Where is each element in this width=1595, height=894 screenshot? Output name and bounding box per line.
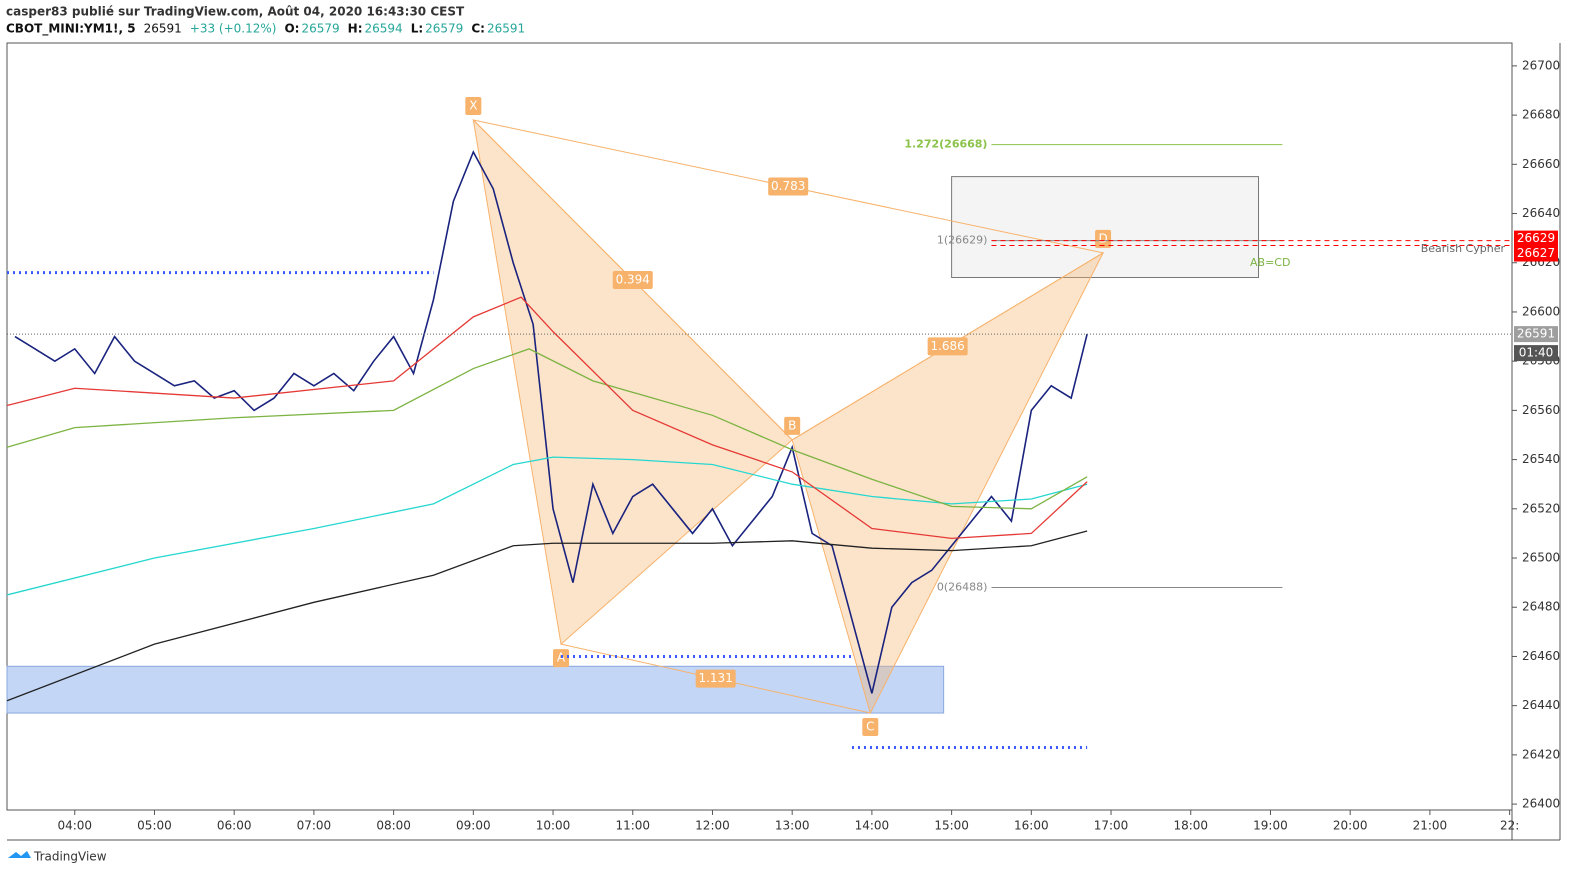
pivot-box <box>465 97 482 116</box>
y-tick-label: 26460 <box>1522 649 1560 663</box>
pivot-box <box>1095 229 1112 248</box>
x-tick-label: 04:00 <box>57 819 92 833</box>
x-tick-label: 12:00 <box>695 819 730 833</box>
x-tick-label: 20:00 <box>1333 819 1368 833</box>
y-tick-label: 26520 <box>1522 501 1560 515</box>
moving-average <box>6 456 1088 596</box>
header-l: 26579 <box>425 22 463 36</box>
pivot-label: X <box>469 99 477 113</box>
y-tick-label: 26440 <box>1522 698 1560 712</box>
x-tick-label: 10:00 <box>536 819 571 833</box>
pivot-label: C <box>866 720 874 734</box>
y-tick-label: 26640 <box>1522 206 1560 220</box>
y-tick-label: 26420 <box>1522 747 1560 761</box>
pattern-fill <box>791 251 1105 715</box>
publisher: casper83 publié sur TradingView.com, Aoû… <box>6 5 465 19</box>
x-tick-label: 08:00 <box>376 819 411 833</box>
pattern-fill <box>472 118 793 646</box>
price-line <box>14 150 1088 694</box>
header-c-label: C: <box>471 22 485 36</box>
ratio-label: 1.686 <box>930 339 964 353</box>
y-tick-label: 26480 <box>1522 600 1560 614</box>
x-tick-label: 07:00 <box>297 819 332 833</box>
abcd-label: AB=CD <box>1250 256 1290 269</box>
x-tick-label: 13:00 <box>775 819 810 833</box>
ratio-label: 0.394 <box>616 272 650 286</box>
y-tick-label: 26400 <box>1522 797 1560 811</box>
moving-average <box>6 348 1088 510</box>
x-tick-label: 05:00 <box>137 819 172 833</box>
fib-label: 1(26629) <box>937 234 988 247</box>
x-tick-label: 11:00 <box>615 819 650 833</box>
fib-label: 0(26488) <box>937 581 988 594</box>
pivot-box <box>553 649 570 668</box>
moving-average <box>6 530 1088 702</box>
fib-label: 1.272(26668) <box>904 138 987 151</box>
y-tick-label: 26700 <box>1522 58 1560 72</box>
header-h-label: H: <box>348 22 363 36</box>
logo <box>8 851 31 858</box>
x-tick-label: 15:00 <box>934 819 969 833</box>
header-symbol: CBOT_MINI:YM1!, 5 <box>6 22 136 37</box>
ratio-box <box>768 177 809 196</box>
symbol-header: CBOT_MINI:YM1!, 5 26591 +33 (+0.12%) O: 2657… <box>6 22 525 37</box>
ratio-box <box>927 337 968 356</box>
header-last: 26591 <box>144 22 182 36</box>
header-change: +33 (+0.12%) <box>190 22 277 36</box>
price-badge <box>1514 230 1558 247</box>
pivot-label: B <box>788 418 796 432</box>
ratio-label: 1.131 <box>698 671 732 685</box>
header-h: 26594 <box>365 22 403 36</box>
x-tick-label: 19:00 <box>1253 819 1288 833</box>
x-tick-label: 16:00 <box>1014 819 1049 833</box>
pivot-box <box>862 718 879 737</box>
ratio-box <box>612 270 653 289</box>
x-tick-label: 14:00 <box>855 819 890 833</box>
header-o-label: O: <box>284 22 299 36</box>
x-tick-label: 17:00 <box>1094 819 1129 833</box>
countdown-badge <box>1514 345 1558 362</box>
ratio-box <box>695 669 736 688</box>
price-badge <box>1514 245 1558 262</box>
header-o: 26579 <box>301 22 339 36</box>
pattern-name: Bearish Cypher <box>1421 242 1506 255</box>
x-tick-label: 06:00 <box>217 819 252 833</box>
price-badge-label: 26629 <box>1517 231 1555 245</box>
y-tick-label: 26660 <box>1522 157 1560 171</box>
y-tick-label: 26500 <box>1522 551 1560 565</box>
x-tick-label: 21:00 <box>1413 819 1448 833</box>
header-c: 26591 <box>487 22 525 36</box>
price-badge-label: 26591 <box>1517 327 1555 341</box>
x-tick-label: 09:00 <box>456 819 491 833</box>
pivot-box <box>784 416 801 435</box>
y-tick-label: 26600 <box>1522 304 1560 318</box>
countdown: 01:40 <box>1519 346 1554 360</box>
ratio-label: 0.783 <box>771 179 805 193</box>
x-tick-label: 18:00 <box>1173 819 1208 833</box>
zone <box>951 176 1260 279</box>
footer: TradingView <box>33 850 107 864</box>
y-tick-label: 26560 <box>1522 403 1560 417</box>
y-tick-label: 26540 <box>1522 452 1560 466</box>
price-badge-label: 26627 <box>1517 246 1555 260</box>
moving-average <box>6 296 1088 539</box>
price-badge <box>1514 326 1558 343</box>
zone <box>6 665 945 714</box>
pivot-label: D <box>1098 231 1107 245</box>
header-l-label: L: <box>411 22 423 36</box>
x-tick-label: 22: <box>1500 819 1519 833</box>
y-tick-label: 26680 <box>1522 108 1560 122</box>
